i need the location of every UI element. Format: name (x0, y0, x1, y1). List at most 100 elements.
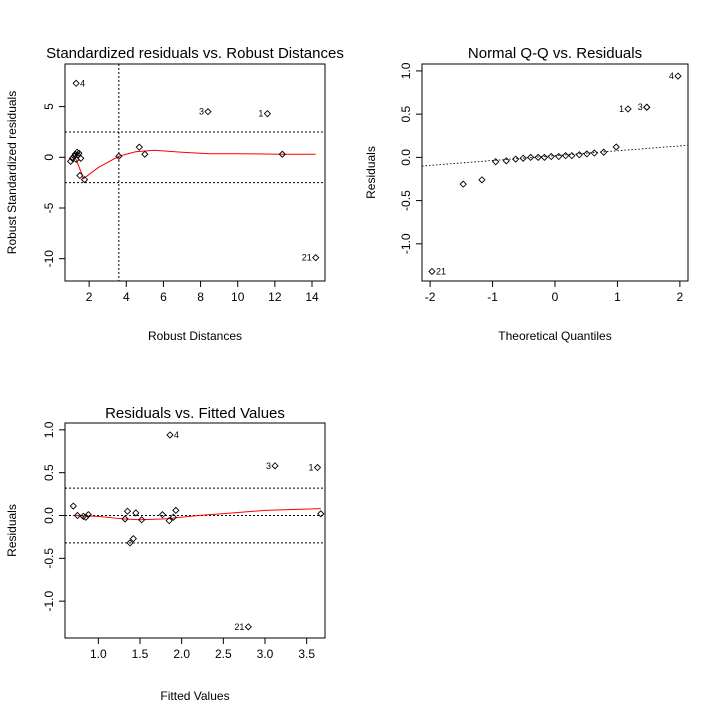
y-axis-label: Robust Standardized residuals (5, 91, 19, 254)
y-tick-label: -5 (42, 202, 56, 213)
point-label: 21 (302, 253, 312, 263)
y-tick-label: -0.5 (42, 548, 56, 569)
x-tick-label: 10 (231, 290, 245, 304)
data-point (271, 462, 279, 470)
x-tick-label: 0 (552, 290, 559, 304)
y-tick-label: 0.5 (399, 105, 413, 122)
data-point (73, 148, 81, 156)
chart-title: Normal Q-Q vs. Residuals (468, 45, 642, 62)
data-point (502, 157, 510, 165)
data-point (84, 511, 92, 519)
data-point (158, 511, 167, 519)
chart-title: Standardized residuals vs. Robust Distan… (46, 45, 344, 62)
y-tick-label: 0 (42, 154, 56, 161)
data-point (459, 180, 467, 188)
point-label: 1 (258, 109, 263, 119)
point-label: 3 (199, 107, 204, 117)
data-point (138, 516, 146, 524)
data-point (70, 152, 78, 160)
data-point (527, 153, 535, 162)
panel-robust-distances: Standardized residuals vs. Robust Distan… (5, 45, 344, 343)
y-axis-label: Residuals (364, 146, 378, 199)
smooth-line (73, 508, 321, 521)
data-point (547, 152, 555, 161)
data-point (478, 176, 486, 184)
y-tick-label: -10 (42, 250, 56, 268)
data-point (555, 152, 563, 161)
data-point (123, 507, 132, 515)
x-tick-label: -1 (487, 290, 498, 304)
x-tick-label: 8 (197, 290, 204, 304)
data-point (121, 515, 129, 523)
x-tick-label: 1.5 (132, 647, 149, 661)
data-point (312, 254, 320, 262)
y-axis-label: Residuals (5, 504, 19, 557)
y-tick-label: 1.0 (399, 62, 413, 79)
data-point (73, 511, 82, 520)
x-tick-label: 3.5 (298, 647, 315, 661)
data-point (583, 150, 591, 158)
data-point (76, 171, 84, 180)
point-label: 21 (234, 622, 244, 632)
data-point (204, 108, 212, 116)
x-tick-label: 14 (305, 290, 319, 304)
point-label: 4 (174, 430, 179, 440)
point-label: 3 (266, 461, 271, 471)
x-axis-label: Robust Distances (148, 329, 242, 343)
x-tick-label: 3.0 (257, 647, 274, 661)
data-point (165, 517, 173, 525)
data-point (600, 148, 608, 156)
y-tick-label: -1.0 (42, 591, 56, 612)
data-point (643, 103, 651, 111)
plot-frame (64, 422, 326, 639)
y-tick-label: 5 (42, 103, 56, 110)
y-tick-label: -1.0 (399, 233, 413, 254)
point-label: 1 (619, 104, 624, 114)
data-point (492, 158, 500, 166)
data-point (72, 79, 80, 87)
panel-normal-qq: Normal Q-Q vs. Residuals -2 -1 0 1 2 -1.0 -0.5 0… (364, 45, 689, 343)
data-point (115, 152, 123, 160)
qq-reference-line (421, 144, 689, 167)
y-tick-label: 0.0 (399, 149, 413, 166)
data-point (540, 153, 549, 162)
y-tick-label: -0.5 (399, 190, 413, 211)
data-point (317, 510, 325, 518)
data-point (674, 72, 682, 80)
data-point (428, 267, 436, 276)
x-axis-label: Fitted Values (160, 689, 229, 703)
data-point (68, 154, 77, 162)
x-tick-label: 4 (123, 290, 130, 304)
point-label: 4 (80, 78, 85, 88)
y-tick-label: 0.5 (42, 464, 56, 481)
point-label: 1 (308, 463, 313, 473)
data-point (80, 175, 89, 184)
x-tick-label: 6 (160, 290, 167, 304)
data-point (561, 152, 570, 160)
data-point (79, 512, 87, 521)
data-point (135, 143, 143, 151)
plot-frame (421, 63, 689, 282)
data-point (263, 110, 272, 118)
y-tick-label: 1.0 (42, 421, 56, 438)
data-point (534, 153, 542, 162)
point-label: 4 (669, 71, 674, 81)
data-point (512, 155, 520, 163)
x-tick-label: 1.0 (90, 647, 107, 661)
data-point (75, 149, 83, 157)
x-tick-label: 1 (614, 290, 621, 304)
data-point (82, 513, 90, 521)
plot-frame (64, 63, 326, 282)
data-point (624, 105, 632, 113)
data-point (69, 502, 77, 510)
data-point (244, 623, 252, 631)
data-point (612, 143, 620, 151)
x-tick-label: 12 (268, 290, 282, 304)
x-tick-label: 2 (86, 290, 93, 304)
data-point (590, 149, 598, 157)
data-point (172, 506, 180, 515)
data-point (129, 535, 137, 543)
data-point (575, 151, 583, 159)
x-tick-label: 2.0 (173, 647, 190, 661)
